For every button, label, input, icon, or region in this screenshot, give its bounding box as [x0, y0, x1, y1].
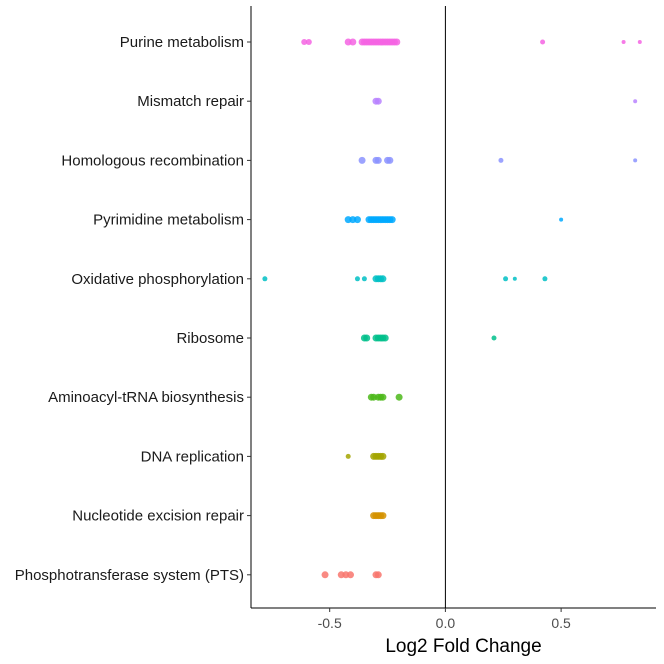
- x-tick-label: 0.0: [436, 615, 456, 631]
- data-point: [374, 156, 382, 164]
- data-point: [347, 571, 355, 579]
- data-point: [358, 156, 366, 164]
- data-point: [540, 39, 546, 45]
- data-point: [354, 276, 360, 282]
- data-point: [379, 512, 387, 520]
- data-point: [542, 276, 548, 282]
- category-label: Oxidative phosphorylation: [71, 271, 244, 288]
- category-label: Ribosome: [176, 330, 244, 347]
- data-point: [381, 334, 389, 342]
- data-point: [386, 156, 394, 164]
- category-label: DNA replication: [141, 448, 244, 465]
- data-point: [388, 216, 396, 224]
- category-label: Phosphotransferase system (PTS): [15, 567, 244, 584]
- data-point: [379, 275, 387, 283]
- data-point: [621, 40, 626, 44]
- data-point: [301, 39, 308, 45]
- category-label: Purine metabolism: [120, 34, 244, 51]
- data-point: [262, 276, 268, 282]
- data-point: [361, 276, 367, 282]
- x-axis-title: Log2 Fold Change: [385, 636, 541, 657]
- data-point: [512, 276, 517, 281]
- data-point: [379, 452, 387, 460]
- data-point: [353, 216, 361, 224]
- data-point: [349, 38, 357, 46]
- data-point: [374, 571, 382, 579]
- data-point: [393, 38, 401, 46]
- category-label: Aminoacyl-tRNA biosynthesis: [48, 389, 244, 406]
- data-point: [395, 393, 403, 401]
- category-label: Nucleotide excision repair: [72, 508, 244, 525]
- category-label: Homologous recombination: [61, 152, 244, 169]
- data-point: [491, 335, 497, 341]
- data-point: [498, 157, 504, 163]
- x-tick-label: 0.5: [551, 615, 571, 631]
- data-point: [633, 158, 638, 163]
- data-point: [374, 97, 382, 105]
- y-axis-ticks: Purine metabolism Mismatch repair Homologo…: [15, 34, 251, 584]
- data-point: [321, 571, 329, 579]
- category-label: Mismatch repair: [137, 93, 244, 110]
- data-point: [633, 99, 638, 104]
- category-label: Pyrimidine metabolism: [93, 212, 244, 229]
- x-axis-ticks: -0.5 0.0 0.5: [318, 608, 571, 631]
- data-points: [262, 38, 642, 579]
- data-point: [503, 276, 509, 282]
- data-point: [345, 453, 351, 459]
- data-point: [637, 40, 642, 44]
- data-point: [363, 334, 371, 342]
- data-point: [305, 39, 312, 45]
- x-tick-label: -0.5: [318, 615, 342, 631]
- data-point: [379, 393, 387, 401]
- data-point: [559, 217, 564, 222]
